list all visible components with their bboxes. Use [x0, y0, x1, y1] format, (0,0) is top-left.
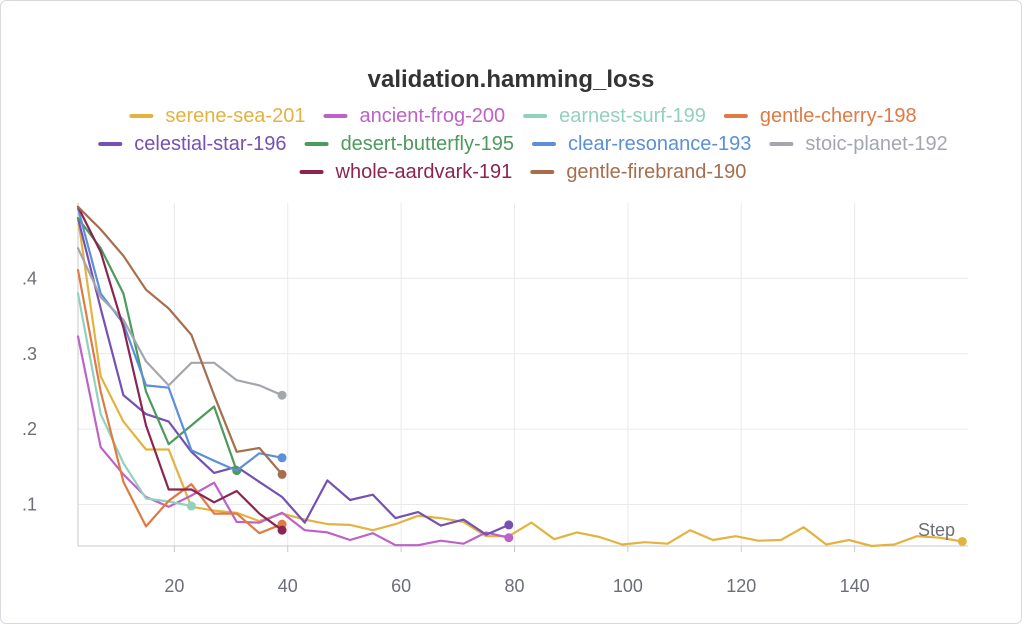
legend-item-stoic-planet-192[interactable]: stoic-planet-192: [769, 133, 948, 155]
legend-label: ancient-frog-200: [359, 105, 505, 127]
series-line-whole-aardvark-191: [76, 205, 284, 532]
legend-item-ancient-frog-200[interactable]: ancient-frog-200: [323, 105, 505, 127]
legend-item-clear-resonance-193[interactable]: clear-resonance-193: [531, 133, 751, 155]
legend-label: gentle-cherry-198: [760, 105, 917, 127]
grid-lines: [78, 203, 968, 546]
chart-title: validation.hamming_loss: [367, 66, 655, 93]
x-tick-label: 100: [613, 576, 643, 596]
legend-label: stoic-planet-192: [805, 133, 947, 155]
series-end-point-celestial-star-196: [504, 520, 514, 530]
legend-label: celestial-star-196: [134, 133, 286, 155]
y-tick-label: .4: [22, 268, 37, 288]
axes: .1 .2 .3 .4 20 40 60 80 100 120 140: [22, 203, 968, 596]
series-end-point-serene-sea-201: [957, 536, 967, 546]
legend[interactable]: serene-sea-201 ancient-frog-200 earnest-su…: [98, 105, 948, 183]
x-axis-label: Step: [918, 520, 955, 540]
x-tick-label: 60: [391, 576, 411, 596]
y-tick-label: .2: [22, 419, 37, 439]
legend-label: serene-sea-201: [165, 105, 305, 127]
series-line-serene-sea-201: [76, 217, 964, 548]
series-end-point-ancient-frog-200: [504, 533, 514, 543]
y-tick-label: .1: [22, 495, 37, 515]
series-lines: [76, 205, 967, 548]
series-line-celestial-star-196: [76, 217, 510, 536]
x-tick-label: 20: [164, 576, 184, 596]
series-line-gentle-cherry-198: [76, 269, 284, 535]
x-tick-label: 80: [504, 576, 524, 596]
legend-item-gentle-cherry-198[interactable]: gentle-cherry-198: [723, 105, 917, 127]
series-line-desert-butterfly-195: [76, 217, 238, 472]
legend-item-desert-butterfly-195[interactable]: desert-butterfly-195: [304, 133, 514, 155]
series-end-point-clear-resonance-193: [277, 453, 287, 463]
legend-label: earnest-surf-199: [559, 105, 706, 127]
legend-item-gentle-firebrand-190[interactable]: gentle-firebrand-190: [530, 161, 746, 183]
series-line-earnest-surf-199: [76, 292, 193, 508]
series-end-point-gentle-firebrand-190: [277, 469, 287, 479]
series-line-stoic-planet-192: [76, 247, 284, 397]
legend-label: whole-aardvark-191: [335, 161, 513, 183]
series-line-gentle-firebrand-190: [76, 205, 284, 476]
x-tick-label: 140: [840, 576, 870, 596]
y-tick-label: .3: [22, 344, 37, 364]
legend-label: gentle-firebrand-190: [566, 161, 746, 183]
x-tick-label: 40: [278, 576, 298, 596]
x-tick-label: 120: [726, 576, 756, 596]
series-end-point-stoic-planet-192: [277, 390, 287, 400]
series-end-point-earnest-surf-199: [186, 501, 196, 511]
legend-label: clear-resonance-193: [568, 133, 751, 155]
legend-label: desert-butterfly-195: [341, 133, 514, 155]
series-end-point-whole-aardvark-191: [277, 525, 287, 535]
legend-item-serene-sea-201[interactable]: serene-sea-201: [129, 105, 305, 127]
legend-item-earnest-surf-199[interactable]: earnest-surf-199: [523, 105, 706, 127]
legend-item-celestial-star-196[interactable]: celestial-star-196: [98, 133, 287, 155]
series-line-ancient-frog-200: [76, 335, 510, 547]
legend-item-whole-aardvark-191[interactable]: whole-aardvark-191: [299, 161, 513, 183]
